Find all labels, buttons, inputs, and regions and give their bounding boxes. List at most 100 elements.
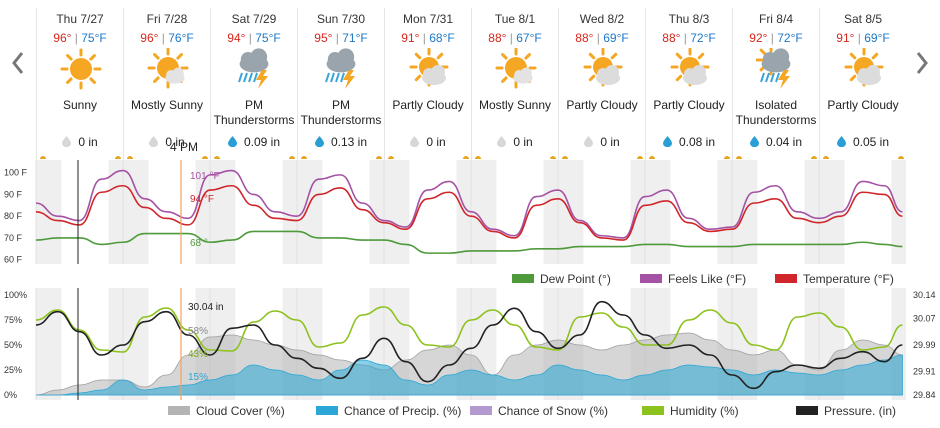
sun-markers [211, 156, 297, 162]
sun-marker [811, 156, 817, 159]
sun-marker [649, 156, 655, 159]
day-condition: Partly Cloudy [653, 98, 725, 112]
raindrop-icon [662, 135, 679, 149]
night-band [543, 160, 558, 264]
precip-amount: 0.05 in [852, 135, 890, 149]
pressure-axis-tick: 29.91 [913, 367, 936, 377]
day-column[interactable]: Sat 7/29 94° | 75°F PM Thunderstorms 0.0… [210, 8, 297, 160]
sun-marker [562, 156, 568, 159]
day-temps: 95° | 71°F [314, 31, 368, 45]
day-column[interactable]: Sat 8/5 91° | 69°F Partly Cloudy 0.05 in [819, 8, 906, 160]
raindrop-icon [497, 135, 513, 149]
daily-forecast-strip: Thu 7/27 96° | 75°F Sunny 0 in Fri 7/28 … [36, 8, 906, 160]
day-precip: 0.09 in [211, 135, 297, 149]
legend-item[interactable]: Chance of Snow (%) [470, 404, 608, 418]
sun-marker [463, 156, 469, 159]
day-precip: 0.05 in [820, 135, 906, 149]
percent-axis-tick: 100% [4, 290, 27, 300]
day-date: Fri 7/28 [146, 12, 188, 26]
legend-item[interactable]: Chance of Precip. (%) [316, 404, 461, 418]
night-band [36, 288, 62, 400]
low-temp: 68°F [429, 31, 455, 45]
raindrop-icon [149, 135, 165, 149]
day-precip: 0 in [124, 135, 210, 149]
night-band [891, 160, 906, 264]
legend-item[interactable]: Cloud Cover (%) [168, 404, 285, 418]
sun-marker [214, 156, 220, 159]
mostly-sunny-icon [495, 47, 537, 90]
high-temp: 91° [836, 31, 855, 45]
partly-cloudy-icon [843, 47, 885, 90]
day-date: Mon 7/31 [402, 12, 454, 26]
previous-days-button[interactable] [8, 48, 28, 78]
legend-label: Pressure. (in) [824, 404, 897, 418]
sun-marker [475, 156, 481, 159]
legend-swatch [642, 406, 664, 415]
sun-marker [388, 156, 394, 159]
sun-marker [289, 156, 295, 159]
day-condition: Sunny [62, 98, 98, 112]
legend-item[interactable]: Temperature (°F) [775, 272, 894, 286]
legend-item[interactable]: Dew Point (°) [512, 272, 611, 286]
high-temp: 91° [401, 31, 420, 45]
day-precip: 0.08 in [646, 135, 732, 149]
night-band [210, 160, 236, 264]
thunderstorm-icon [321, 48, 363, 90]
night-band [804, 160, 819, 264]
night-band [645, 160, 671, 264]
percent-axis-tick: 25% [4, 365, 22, 375]
legend-label: Humidity (%) [670, 404, 739, 418]
legend-item[interactable]: Pressure. (in) [796, 404, 896, 418]
high-temp: 96° [53, 31, 72, 45]
day-column[interactable]: Fri 7/28 96° | 76°F Mostly Sunny 0 in [123, 8, 210, 160]
precip-amount: 0 in [426, 135, 446, 149]
humidity-pressure-chart[interactable]: 100% 75% 50% 25% 0% 30.14 30.07 29.99 29.91 29.84 [0, 288, 940, 400]
sun-marker [724, 156, 730, 159]
day-precip: 0 in [385, 135, 471, 149]
percent-axis-tick: 0% [4, 390, 17, 400]
low-temp: 69°F [864, 31, 890, 45]
partly-cloudy-icon [582, 47, 624, 90]
low-temp: 75°F [255, 31, 281, 45]
isolated-thunderstorm-icon [755, 44, 798, 90]
day-condition: Partly Cloudy [392, 98, 464, 112]
low-temp: 69°F [603, 31, 629, 45]
low-temp: 72°F [777, 31, 803, 45]
day-temps: 88° | 67°F [488, 31, 542, 45]
day-column[interactable]: Thu 7/27 96° | 75°F Sunny 0 in [36, 8, 123, 160]
high-temp: 88° [662, 31, 681, 45]
raindrop-icon [584, 135, 600, 149]
day-precip: 0 in [472, 135, 558, 149]
legend-item[interactable]: Feels Like (°F) [640, 272, 746, 286]
temp-axis-tick: 100 F [4, 168, 28, 178]
day-column[interactable]: Wed 8/2 88° | 69°F Partly Cloudy 0 in [558, 8, 645, 160]
partly-cloudy-icon [408, 47, 450, 90]
day-column[interactable]: Mon 7/31 91° | 68°F Partly Cloudy 0 in [384, 8, 471, 160]
legend-label: Dew Point (°) [540, 272, 611, 286]
day-column[interactable]: Sun 7/30 95° | 71°F PM Thunderstorms 0.1… [297, 8, 384, 160]
night-band [282, 160, 297, 264]
next-days-button[interactable] [912, 48, 932, 78]
day-date: Tue 8/1 [494, 12, 536, 26]
hover-temperature-label: 94 °F [190, 194, 215, 205]
sun-markers [298, 156, 384, 162]
day-date: Fri 8/4 [758, 12, 793, 26]
day-condition: Mostly Sunny [130, 98, 204, 112]
day-column[interactable]: Tue 8/1 88° | 67°F Mostly Sunny 0 in [471, 8, 558, 160]
temperature-chart[interactable]: 100 F 90 F 80 F 70 F 60 F [0, 160, 940, 268]
raindrop-icon [314, 135, 331, 149]
precip-amount: 0 in [513, 135, 533, 149]
sun-markers [124, 156, 210, 162]
temp-axis-tick: 60 F [4, 255, 23, 265]
day-column[interactable]: Thu 8/3 88° | 72°F Partly Cloudy 0.08 in [645, 8, 732, 160]
high-temp: 96° [140, 31, 159, 45]
day-temps: 96° | 75°F [53, 31, 107, 45]
sun-markers [733, 156, 819, 162]
hover-humidity-label: 43% [188, 349, 209, 360]
chevron-right-icon [916, 52, 928, 74]
day-column[interactable]: Fri 8/4 92° | 72°F Isolated Thunderstorm… [732, 8, 819, 160]
low-temp: 75°F [81, 31, 107, 45]
day-condition: PM Thunderstorms [300, 98, 382, 127]
legend-item[interactable]: Humidity (%) [642, 404, 739, 418]
temp-axis-tick: 70 F [4, 233, 23, 243]
